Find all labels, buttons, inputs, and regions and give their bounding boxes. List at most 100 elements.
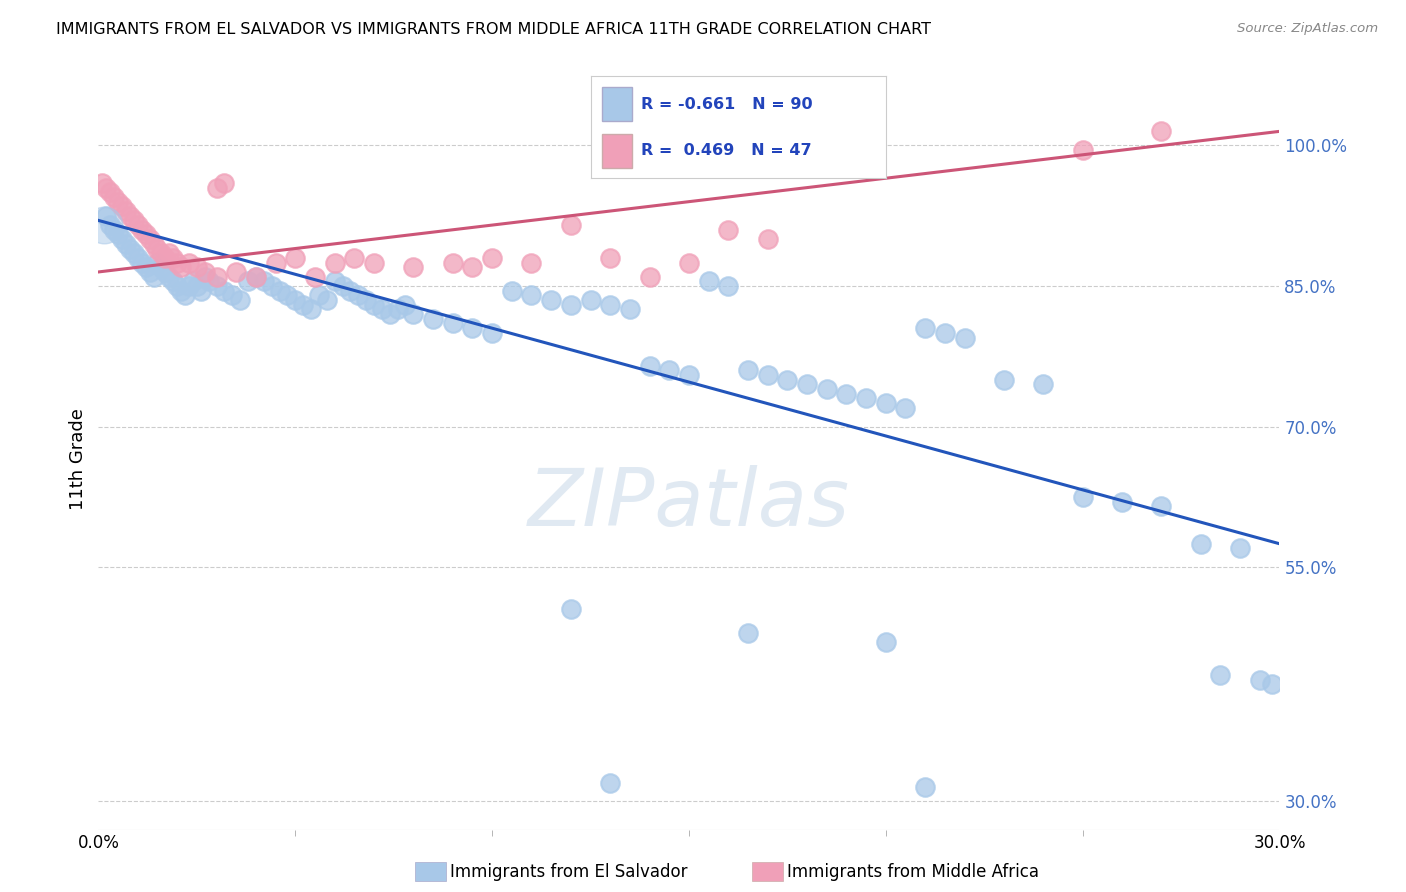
Text: IMMIGRANTS FROM EL SALVADOR VS IMMIGRANTS FROM MIDDLE AFRICA 11TH GRADE CORRELAT: IMMIGRANTS FROM EL SALVADOR VS IMMIGRANT… bbox=[56, 22, 931, 37]
Point bbox=[441, 317, 464, 331]
Point bbox=[835, 386, 858, 401]
Point bbox=[111, 232, 134, 246]
Point bbox=[170, 284, 193, 298]
Point bbox=[658, 363, 681, 377]
Point bbox=[815, 382, 838, 396]
Point bbox=[1150, 124, 1173, 138]
Point bbox=[304, 269, 326, 284]
Point bbox=[214, 284, 236, 298]
Point bbox=[387, 302, 409, 317]
Point bbox=[441, 255, 464, 269]
Point bbox=[1209, 668, 1232, 682]
Point bbox=[146, 255, 169, 269]
Text: Source: ZipAtlas.com: Source: ZipAtlas.com bbox=[1237, 22, 1378, 36]
Point bbox=[560, 298, 582, 312]
Point bbox=[96, 209, 118, 223]
Point bbox=[599, 251, 621, 265]
Point bbox=[717, 279, 740, 293]
Point bbox=[155, 265, 177, 279]
Point bbox=[118, 242, 141, 256]
Point bbox=[157, 246, 180, 260]
Point bbox=[135, 227, 157, 242]
Point bbox=[138, 232, 160, 246]
Point bbox=[166, 255, 188, 269]
Point bbox=[332, 279, 354, 293]
Point bbox=[717, 223, 740, 237]
Point bbox=[1071, 143, 1094, 157]
Point bbox=[894, 401, 917, 415]
Point bbox=[276, 288, 298, 302]
Point bbox=[284, 251, 307, 265]
Point bbox=[131, 255, 153, 269]
Point bbox=[264, 255, 287, 269]
Point bbox=[115, 204, 138, 219]
Point bbox=[914, 321, 936, 335]
Point bbox=[1260, 677, 1282, 691]
Text: ZIPatlas: ZIPatlas bbox=[527, 465, 851, 543]
Point bbox=[343, 251, 366, 265]
Point bbox=[138, 265, 160, 279]
Point bbox=[315, 293, 337, 307]
Point bbox=[638, 359, 661, 373]
Point bbox=[540, 293, 562, 307]
Point bbox=[111, 199, 134, 213]
Point bbox=[461, 260, 484, 275]
Point bbox=[619, 302, 641, 317]
Point bbox=[96, 180, 118, 194]
Point bbox=[91, 176, 114, 190]
Point bbox=[103, 190, 125, 204]
Point bbox=[93, 218, 115, 232]
Point bbox=[98, 218, 121, 232]
Point bbox=[122, 246, 145, 260]
Point bbox=[1229, 541, 1251, 556]
Point bbox=[162, 251, 184, 265]
Point bbox=[560, 218, 582, 232]
Point bbox=[599, 298, 621, 312]
Point bbox=[150, 246, 173, 260]
Point bbox=[162, 274, 184, 288]
Point bbox=[103, 223, 125, 237]
Point bbox=[422, 311, 444, 326]
Point bbox=[214, 176, 236, 190]
Point bbox=[236, 274, 259, 288]
Point bbox=[339, 284, 361, 298]
Point bbox=[394, 298, 416, 312]
Point bbox=[678, 368, 700, 382]
Point bbox=[197, 274, 219, 288]
Point bbox=[205, 279, 228, 293]
Point bbox=[118, 209, 141, 223]
Point bbox=[737, 625, 759, 640]
Point bbox=[292, 298, 315, 312]
Point bbox=[501, 284, 523, 298]
Point bbox=[284, 293, 307, 307]
Point bbox=[127, 251, 149, 265]
Point bbox=[245, 269, 267, 284]
Point bbox=[402, 307, 425, 321]
Point bbox=[155, 251, 177, 265]
Point bbox=[347, 288, 370, 302]
Point bbox=[150, 260, 173, 275]
Point bbox=[229, 293, 252, 307]
Text: R = -0.661   N = 90: R = -0.661 N = 90 bbox=[641, 96, 813, 112]
Point bbox=[481, 326, 503, 340]
Point bbox=[776, 373, 799, 387]
Point bbox=[142, 236, 165, 251]
Point bbox=[135, 260, 157, 275]
Point bbox=[855, 392, 877, 406]
Point bbox=[697, 274, 720, 288]
Point bbox=[638, 269, 661, 284]
Point bbox=[245, 269, 267, 284]
Point bbox=[934, 326, 956, 340]
Point bbox=[323, 255, 346, 269]
Point bbox=[1071, 490, 1094, 504]
Point bbox=[756, 232, 779, 246]
Point bbox=[756, 368, 779, 382]
Point bbox=[107, 194, 129, 209]
Point bbox=[122, 213, 145, 227]
Point bbox=[174, 288, 197, 302]
Point bbox=[205, 180, 228, 194]
Point bbox=[177, 279, 200, 293]
Point bbox=[363, 298, 385, 312]
Point bbox=[146, 242, 169, 256]
Point bbox=[225, 265, 247, 279]
